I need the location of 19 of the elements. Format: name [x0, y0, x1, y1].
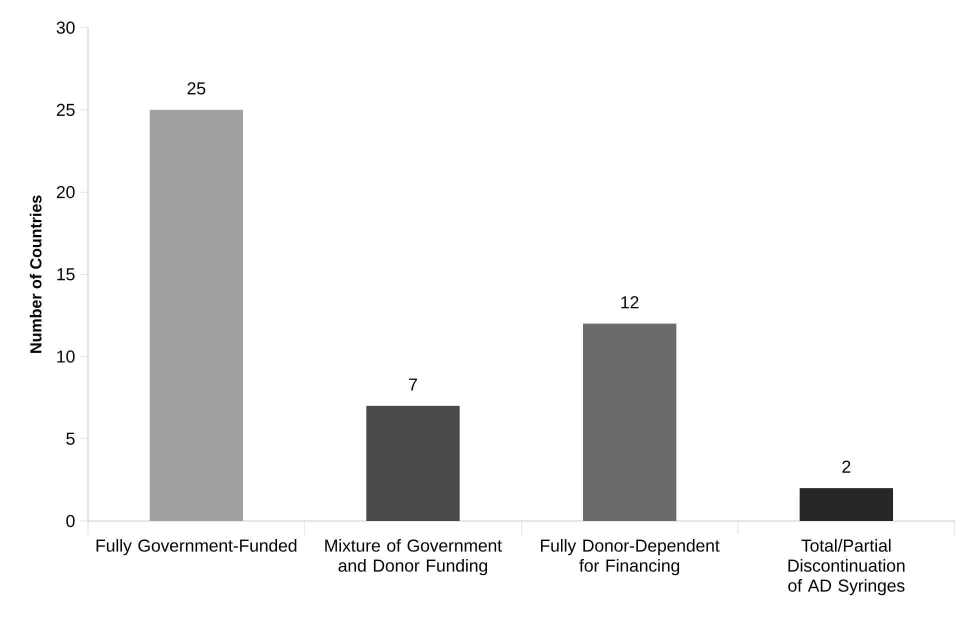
x-tick-label: Fully Donor-Dependent for Financing [541, 539, 720, 576]
bar [366, 406, 460, 521]
data-label: 2 [842, 460, 850, 473]
data-label: 12 [621, 296, 638, 308]
bar [583, 324, 676, 521]
y-axis-title: Number of Countries [30, 195, 42, 353]
y-tick-label: 15 [57, 268, 75, 280]
y-tick-label: 5 [66, 432, 75, 445]
data-label: 25 [188, 82, 206, 95]
y-tick-label: 0 [66, 514, 75, 528]
y-tick-label: 25 [56, 104, 75, 116]
x-tick-label: Fully Government-Funded [96, 539, 296, 556]
y-tick-label: 20 [56, 186, 75, 198]
x-tick-label: Mixture of Government and Donor Funding [325, 539, 502, 576]
y-tick-label: 10 [57, 350, 75, 363]
x-tick-label: Total/Partial Discontinuation of AD Syringes [788, 539, 904, 596]
y-tick-label: 30 [56, 22, 75, 34]
bar [800, 488, 894, 521]
data-label: 7 [409, 378, 417, 391]
